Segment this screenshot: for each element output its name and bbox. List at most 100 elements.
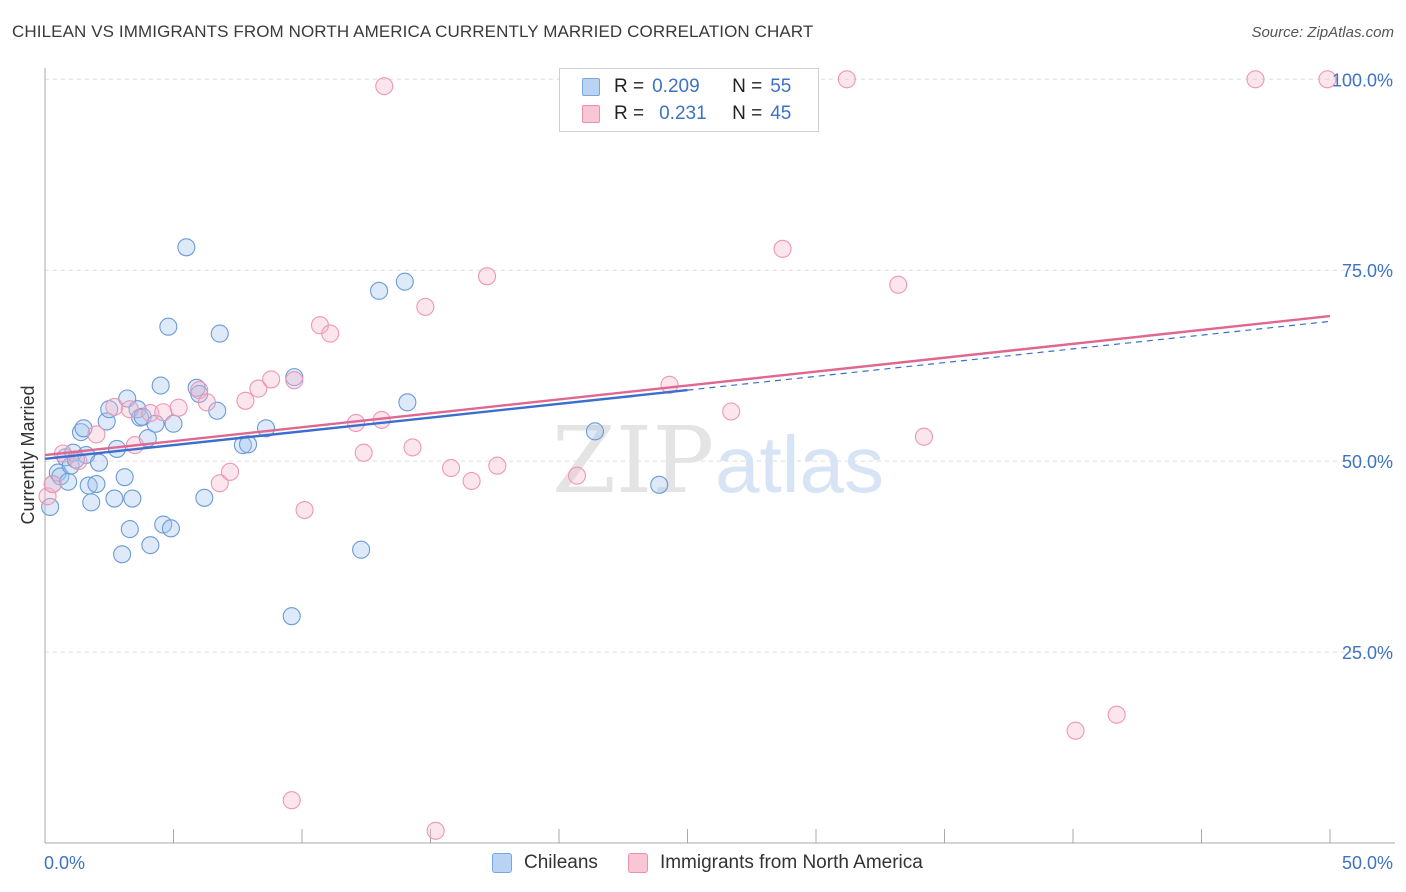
immigrant-point: [285, 371, 304, 390]
immigrant-point: [914, 427, 933, 446]
legend-n-label: N =: [732, 76, 763, 97]
immigrant-point: [282, 791, 301, 810]
chilean-point: [113, 545, 132, 564]
chilean-point: [115, 468, 134, 487]
chilean-point: [89, 453, 109, 472]
legend-swatch-immigrants: [582, 105, 600, 123]
y-tick-label: 100.0%: [1332, 70, 1393, 90]
immigrant-point: [169, 398, 188, 417]
immigrant-point: [105, 397, 124, 416]
chilean-point: [120, 520, 139, 539]
immigrant-point: [426, 821, 445, 840]
immigrant-trend-line: [44, 314, 1331, 457]
immigrant-point: [210, 474, 229, 493]
chilean-trend-extension: [687, 320, 1331, 391]
immigrant-point: [43, 474, 62, 494]
immigrant-point: [154, 403, 173, 422]
series-label-chileans: Chileans: [524, 852, 598, 873]
chilean-point: [370, 281, 389, 300]
series-swatch-immigrants: [627, 853, 648, 873]
chilean-point: [282, 607, 301, 626]
immigrant-point: [773, 239, 792, 258]
immigrant-point: [442, 458, 461, 478]
data-points: [38, 70, 1337, 840]
y-tick-label: 75.0%: [1342, 261, 1393, 281]
immigrant-point: [488, 456, 507, 475]
chilean-point: [59, 472, 78, 491]
immigrant-point: [1318, 70, 1337, 89]
chart-title: CHILEAN VS IMMIGRANTS FROM NORTH AMERICA…: [12, 22, 814, 41]
y-tick-label: 25.0%: [1342, 643, 1393, 663]
legend-r-value: 0.209: [652, 76, 700, 97]
immigrant-point: [567, 466, 587, 485]
correlation-legend: R = 0.209 N = 55 R = 0.231 N = 45: [559, 68, 819, 132]
chilean-point: [352, 540, 371, 559]
chilean-point: [82, 493, 101, 512]
chilean-point: [210, 324, 229, 343]
immigrant-point: [889, 275, 908, 294]
immigrant-point: [262, 370, 281, 389]
series-swatch-chileans: [492, 853, 512, 873]
legend-n-value: 45: [770, 103, 792, 124]
legend-n-label: N =: [732, 103, 763, 124]
immigrant-point: [1066, 721, 1085, 740]
immigrant-point: [1107, 705, 1126, 724]
trend-lines: [44, 314, 1331, 461]
x-tick-label: 50.0%: [1342, 853, 1393, 873]
chilean-point: [123, 489, 142, 508]
chilean-point: [87, 474, 106, 494]
chilean-trend-line: [44, 388, 688, 461]
chilean-point: [585, 422, 605, 441]
axes: [44, 68, 1395, 844]
legend-r-label: R =: [614, 103, 645, 124]
immigrant-point: [120, 400, 139, 419]
immigrant-point: [462, 471, 481, 491]
legend-row-immigrants: R = 0.231 N = 45: [582, 102, 791, 126]
watermark-zip: ZIP: [552, 407, 714, 514]
chilean-point: [164, 414, 183, 433]
watermark: ZIP atlas: [552, 407, 884, 514]
chilean-point: [141, 536, 160, 555]
series-legend: Chileans Immigrants from North America: [492, 852, 953, 874]
legend-r-label: R =: [614, 76, 645, 97]
legend-row-chileans: R = 0.209 N = 55: [582, 75, 791, 99]
immigrant-point: [722, 402, 741, 421]
legend-swatch-chileans: [582, 78, 600, 96]
immigrant-point: [837, 70, 856, 89]
immigrant-point: [477, 267, 497, 286]
immigrant-point: [141, 403, 160, 423]
series-legend-item-immigrants[interactable]: Immigrants from North America: [627, 852, 923, 874]
legend-n-value: 55: [770, 76, 792, 97]
immigrant-point: [220, 462, 240, 481]
tick-labels: 25.0% 50.0% 75.0% 100.0% 0.0% 50.0% Currently …: [18, 70, 1393, 873]
immigrant-point: [354, 443, 373, 462]
chilean-point: [177, 238, 196, 257]
series-label-immigrants: Immigrants from North America: [659, 852, 923, 873]
immigrant-point: [236, 391, 255, 410]
chilean-point: [151, 376, 170, 395]
immigrant-point: [87, 425, 106, 444]
x-tick-label: 0.0%: [44, 853, 85, 873]
chilean-point: [395, 272, 414, 291]
legend-r-value: 0.231: [659, 103, 707, 124]
immigrant-point: [295, 500, 314, 520]
chilean-point: [105, 489, 124, 508]
watermark-atlas: atlas: [715, 420, 884, 509]
immigrant-point: [197, 393, 216, 412]
immigrant-point: [1246, 70, 1265, 89]
chilean-point: [238, 435, 258, 454]
chilean-point: [161, 519, 180, 538]
chilean-point: [195, 488, 214, 507]
chart-source: Source: ZipAtlas.com: [1251, 24, 1394, 41]
immigrant-point: [321, 324, 340, 343]
chilean-point: [398, 393, 417, 412]
chilean-point: [650, 475, 669, 494]
immigrant-point: [375, 77, 394, 96]
chilean-point: [41, 497, 60, 517]
series-legend-item-chileans[interactable]: Chileans: [492, 852, 598, 874]
immigrant-point: [416, 297, 435, 316]
y-axis-label: Currently Married: [18, 385, 38, 524]
y-tick-label: 50.0%: [1342, 452, 1393, 472]
grid-lines: [45, 78, 1395, 653]
